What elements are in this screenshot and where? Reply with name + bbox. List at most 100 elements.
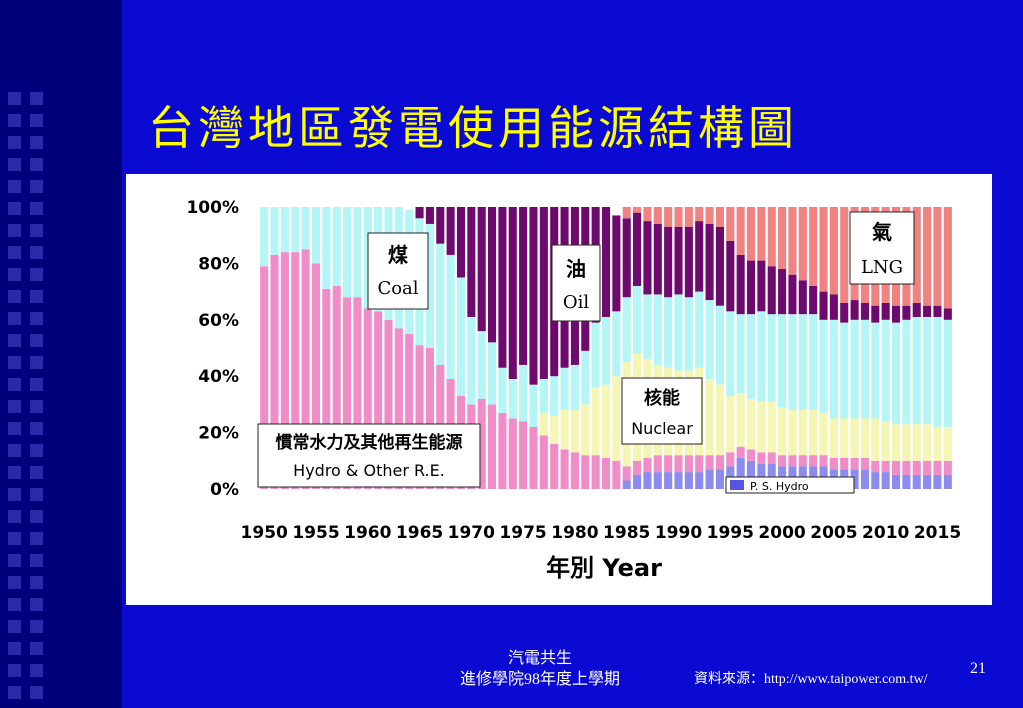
bar-segment-hydro-1982 bbox=[591, 455, 600, 489]
bar-segment-oil-1974 bbox=[508, 207, 517, 380]
bar-segment-coal-1990 bbox=[674, 294, 683, 371]
bar-segment-lng-2004 bbox=[819, 207, 828, 292]
bar-segment-coal-1957 bbox=[332, 207, 341, 286]
bar-segment-nuclear-2013 bbox=[912, 424, 921, 461]
oil-label-cn: 油 bbox=[566, 257, 586, 281]
bar-segment-nuclear-2007 bbox=[850, 418, 859, 458]
bar-segment-oil-1965 bbox=[415, 207, 424, 219]
bar-segment-nuclear-2003 bbox=[809, 410, 818, 456]
bar-segment-ps_hydro-2016 bbox=[943, 474, 952, 489]
decorative-square bbox=[30, 180, 43, 193]
decorative-square bbox=[30, 378, 43, 391]
bar-segment-nuclear-1999 bbox=[767, 401, 776, 453]
bar-segment-oil-2001 bbox=[788, 274, 797, 315]
bar-segment-coal-2010 bbox=[881, 319, 890, 422]
bar-segment-oil-1967 bbox=[436, 207, 445, 244]
decorative-square bbox=[8, 136, 21, 149]
bar-segment-oil-1990 bbox=[674, 226, 683, 295]
bar-segment-nuclear-2009 bbox=[871, 418, 880, 461]
decorative-square bbox=[30, 158, 43, 171]
bar-segment-lng-1997 bbox=[746, 207, 756, 261]
decorative-square bbox=[30, 312, 43, 325]
bar-segment-nuclear-2006 bbox=[840, 418, 849, 458]
bar-segment-oil-2014 bbox=[923, 305, 932, 317]
bar-segment-oil-1994 bbox=[715, 226, 724, 306]
footer-line-1: 汽電共生 bbox=[507, 650, 572, 667]
bar-segment-ps_hydro-1996 bbox=[736, 457, 745, 489]
bar-segment-lng-1989 bbox=[664, 207, 673, 227]
decorative-square bbox=[30, 422, 43, 435]
decorative-square bbox=[8, 224, 21, 237]
bar-segment-hydro-2015 bbox=[933, 460, 942, 475]
bar-segment-ps_hydro-1985 bbox=[622, 480, 631, 489]
bar-segment-hydro-1987 bbox=[643, 457, 652, 473]
bar-segment-coal-1956 bbox=[322, 207, 331, 289]
bar-segment-coal-2013 bbox=[912, 316, 921, 425]
bar-segment-hydro-1950 bbox=[260, 266, 269, 489]
bar-segment-hydro-1963 bbox=[394, 328, 403, 489]
bar-segment-ps_hydro-2009 bbox=[871, 472, 880, 489]
bar-segment-hydro-1981 bbox=[581, 455, 590, 489]
footer-source: 資料來源：http://www.taipower.com.tw/ bbox=[694, 672, 928, 687]
bar-segment-hydro-2000 bbox=[778, 455, 787, 467]
bar-segment-hydro-1956 bbox=[322, 288, 331, 489]
decorative-square bbox=[8, 444, 21, 457]
bar-segment-hydro-1991 bbox=[684, 455, 693, 473]
decorative-square bbox=[30, 400, 43, 413]
decorative-square bbox=[8, 180, 21, 193]
bar-segment-hydro-2006 bbox=[840, 457, 849, 470]
bar-segment-oil-2011 bbox=[891, 305, 901, 323]
bar-segment-ps_hydro-1990 bbox=[674, 472, 683, 489]
bar-segment-nuclear-1983 bbox=[601, 384, 611, 458]
bar-segment-coal-2009 bbox=[871, 322, 880, 419]
axis-layer: 0%20%40%60%80%100%1950 1955 1960 1965 1970 19… bbox=[186, 198, 961, 543]
bar-segment-oil-2013 bbox=[912, 302, 921, 317]
bar-segment-nuclear-2005 bbox=[829, 418, 838, 458]
bar-segment-hydro-1998 bbox=[757, 452, 766, 464]
decorative-square bbox=[30, 554, 43, 567]
bar-segment-oil-1975 bbox=[519, 207, 528, 365]
bar-segment-coal-2001 bbox=[788, 314, 797, 411]
oil-label-box: 油 Oil bbox=[551, 244, 601, 322]
bar-segment-nuclear-2012 bbox=[902, 424, 911, 461]
bar-segment-nuclear-2014 bbox=[923, 424, 932, 461]
bar-segment-ps_hydro-2012 bbox=[902, 474, 911, 489]
x-tick-label: 1990 bbox=[655, 523, 702, 543]
bar-segment-ps_hydro-2007 bbox=[850, 469, 859, 489]
bar-segment-hydro-2001 bbox=[788, 455, 797, 467]
bar-segment-hydro-2007 bbox=[850, 457, 859, 470]
bar-segment-ps_hydro-2014 bbox=[923, 474, 932, 489]
decorative-square bbox=[30, 642, 43, 655]
bar-segment-coal-1987 bbox=[643, 294, 652, 360]
bar-segment-coal-2000 bbox=[778, 314, 787, 408]
bar-segment-coal-2002 bbox=[798, 314, 807, 411]
bar-segment-oil-1995 bbox=[726, 240, 735, 312]
bar-segment-oil-1989 bbox=[664, 226, 673, 298]
bar-segment-oil-1985 bbox=[622, 218, 631, 298]
bar-segment-oil-1986 bbox=[633, 212, 642, 286]
bar-segment-hydro-1988 bbox=[653, 455, 662, 473]
bar-segment-nuclear-1998 bbox=[757, 401, 766, 453]
bar-segment-oil-1983 bbox=[601, 207, 611, 317]
bar-segment-coal-1992 bbox=[695, 291, 704, 368]
x-tick-label: 1980 bbox=[551, 523, 598, 543]
bar-segment-coal-1977 bbox=[539, 379, 548, 413]
decorative-square bbox=[8, 158, 21, 171]
bar-segment-ps_hydro-2015 bbox=[933, 474, 942, 489]
bar-segment-oil-2016 bbox=[943, 308, 952, 320]
bar-segment-coal-1991 bbox=[684, 297, 693, 371]
decorative-square bbox=[30, 268, 43, 281]
decorative-square bbox=[8, 642, 21, 655]
bar-segment-hydro-2011 bbox=[891, 460, 901, 475]
bar-segment-oil-2009 bbox=[871, 305, 880, 323]
bar-segment-coal-1966 bbox=[425, 223, 434, 348]
bar-segment-coal-1980 bbox=[570, 364, 579, 411]
decorative-square bbox=[30, 290, 43, 303]
bar-segment-ps_hydro-1987 bbox=[643, 472, 652, 489]
bar-segment-oil-2004 bbox=[819, 291, 828, 320]
bar-segment-hydro-1996 bbox=[736, 446, 745, 458]
bar-segment-lng-1990 bbox=[674, 207, 683, 227]
bar-segment-lng-2000 bbox=[778, 207, 787, 270]
bar-segment-ps_hydro-2011 bbox=[891, 474, 901, 489]
decorative-square bbox=[30, 532, 43, 545]
